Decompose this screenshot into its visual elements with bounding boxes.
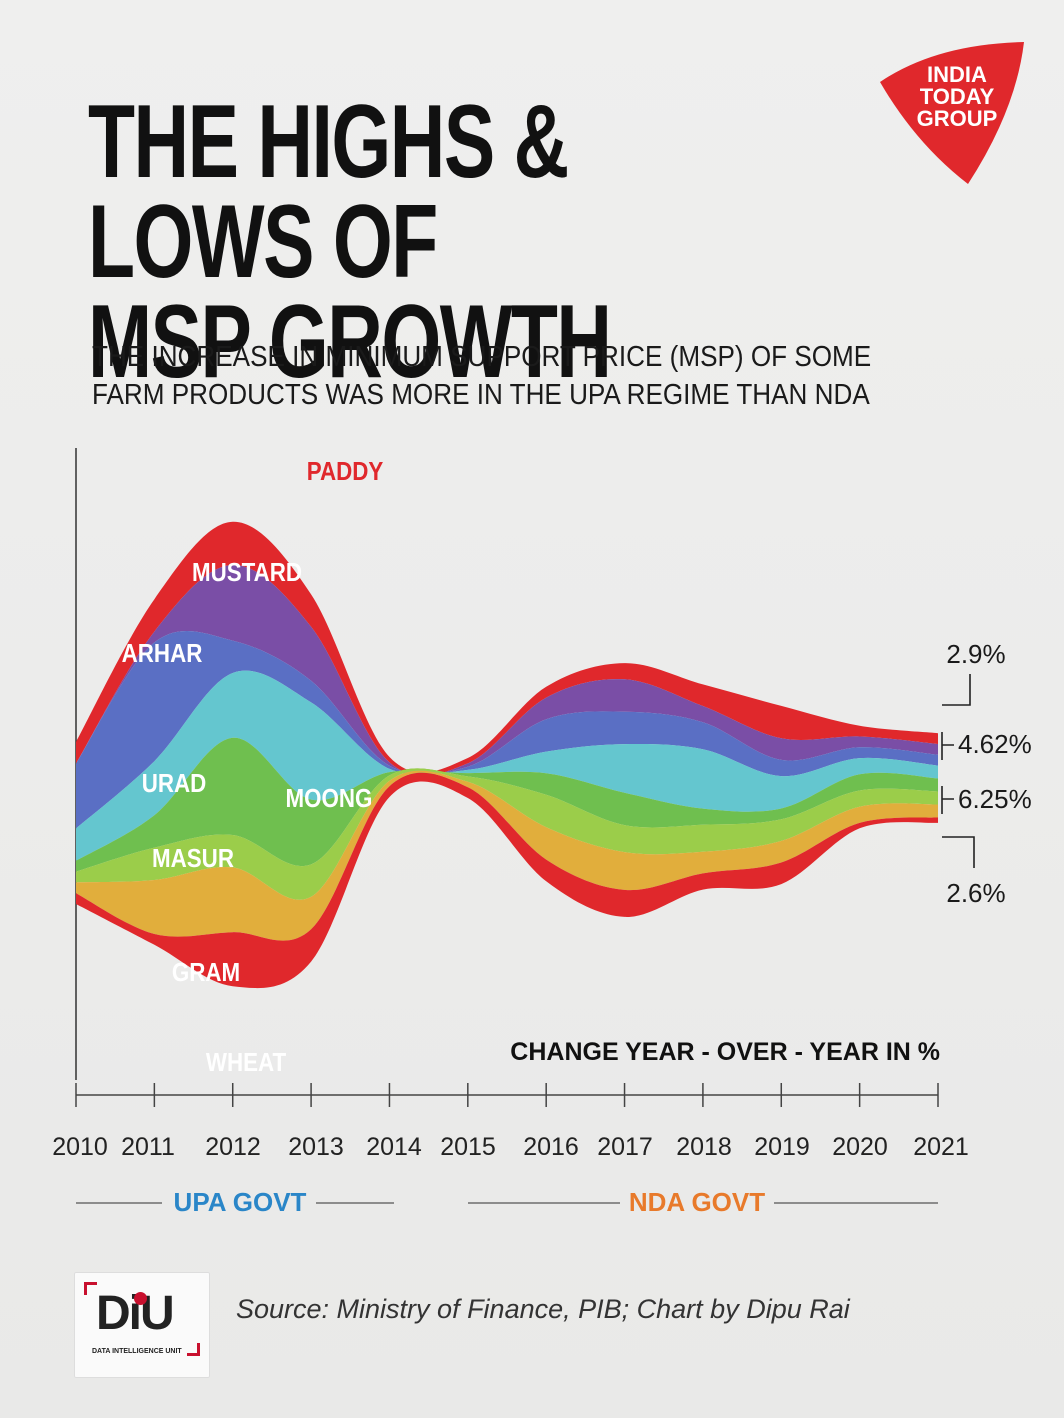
- series-label-moong: MOONG: [286, 784, 373, 813]
- logo-line-group: GROUP: [916, 106, 998, 131]
- stream-masur: [76, 768, 938, 900]
- x-tick-label: 2016: [523, 1133, 579, 1161]
- x-tick-label: 2018: [676, 1133, 732, 1161]
- end-annotations: 2.9% 4.62% 6.25% 2.6%: [941, 639, 1032, 908]
- page-subtitle: THE INCREASE IN MINIMUM SUPPORT PRICE (M…: [92, 341, 872, 411]
- series-label-wheat: WHEAT: [206, 1048, 286, 1077]
- annotation-leader: [941, 732, 954, 760]
- logo-shield-icon: [880, 42, 1024, 184]
- series-label-paddy: PADDY: [307, 457, 384, 486]
- stream-layers: [76, 521, 938, 989]
- x-tick-label: 2011: [121, 1133, 175, 1161]
- x-tick-label: 2013: [288, 1133, 344, 1161]
- x-tick-label: 2017: [597, 1133, 653, 1161]
- end-annotation-wheat: 2.6%: [946, 878, 1005, 908]
- msp-streamgraph-chart: PADDY MUSTARD ARHAR MOONG URAD MASUR GRAM WHEAT…: [52, 448, 1032, 1217]
- stream-labels: PADDY MUSTARD ARHAR MOONG URAD MASUR GRAM WHEAT: [122, 457, 384, 1077]
- stream-wheat: [76, 772, 938, 989]
- logo-line-india: INDIA: [927, 62, 987, 87]
- end-annotation-mustard: 4.62%: [958, 729, 1032, 759]
- series-label-gram: GRAM: [172, 958, 240, 987]
- end-annotation-paddy: 2.9%: [946, 639, 1005, 669]
- annotation-leader: [941, 786, 954, 814]
- stream-arhar: [76, 631, 938, 829]
- x-tick-label: 2015: [440, 1133, 496, 1161]
- india-today-group-logo: INDIA TODAY GROUP: [876, 40, 1028, 186]
- series-label-urad: URAD: [142, 769, 207, 798]
- stream-mustard: [76, 564, 938, 776]
- period-label-nda: NDA GOVT: [629, 1187, 765, 1217]
- end-annotation-masur: 6.25%: [958, 784, 1032, 814]
- stream-paddy: [76, 521, 938, 776]
- x-tick-label: 2014: [366, 1133, 422, 1161]
- x-tick-label: 2021: [913, 1133, 969, 1161]
- source-credit: Source: Ministry of Finance, PIB; Chart …: [236, 1294, 850, 1324]
- period-label-upa: UPA GOVT: [174, 1187, 307, 1217]
- annotation-leader: [942, 674, 971, 706]
- x-axis: 2010 2011 2012 2013 2014 2015 2016 2017 2018 2019…: [52, 1083, 969, 1161]
- diu-dot-icon: [134, 1292, 147, 1305]
- stream-urad: [76, 737, 938, 872]
- stream-moong: [76, 670, 938, 861]
- x-tick-label: 2019: [754, 1133, 810, 1161]
- stream-gram: [76, 770, 938, 941]
- series-label-masur: MASUR: [152, 844, 234, 873]
- page-title: THE HIGHS & LOWS OF MSP GROWTH: [88, 84, 612, 400]
- diu-logo: DiU DATA INTELLIGENCE UNIT: [74, 1272, 210, 1378]
- annotation-leader: [942, 836, 975, 868]
- x-tick-label: 2012: [205, 1133, 261, 1161]
- x-tick-label: 2020: [832, 1133, 888, 1161]
- x-tick-label: 2010: [52, 1133, 108, 1161]
- chart-caption: CHANGE YEAR - OVER - YEAR IN %: [510, 1038, 940, 1066]
- logo-line-today: TODAY: [919, 84, 995, 109]
- series-label-mustard: MUSTARD: [192, 558, 302, 587]
- diu-logo-subtext: DATA INTELLIGENCE UNIT: [92, 1348, 182, 1355]
- government-periods: UPA GOVT NDA GOVT: [76, 1187, 938, 1217]
- series-label-arhar: ARHAR: [122, 639, 203, 668]
